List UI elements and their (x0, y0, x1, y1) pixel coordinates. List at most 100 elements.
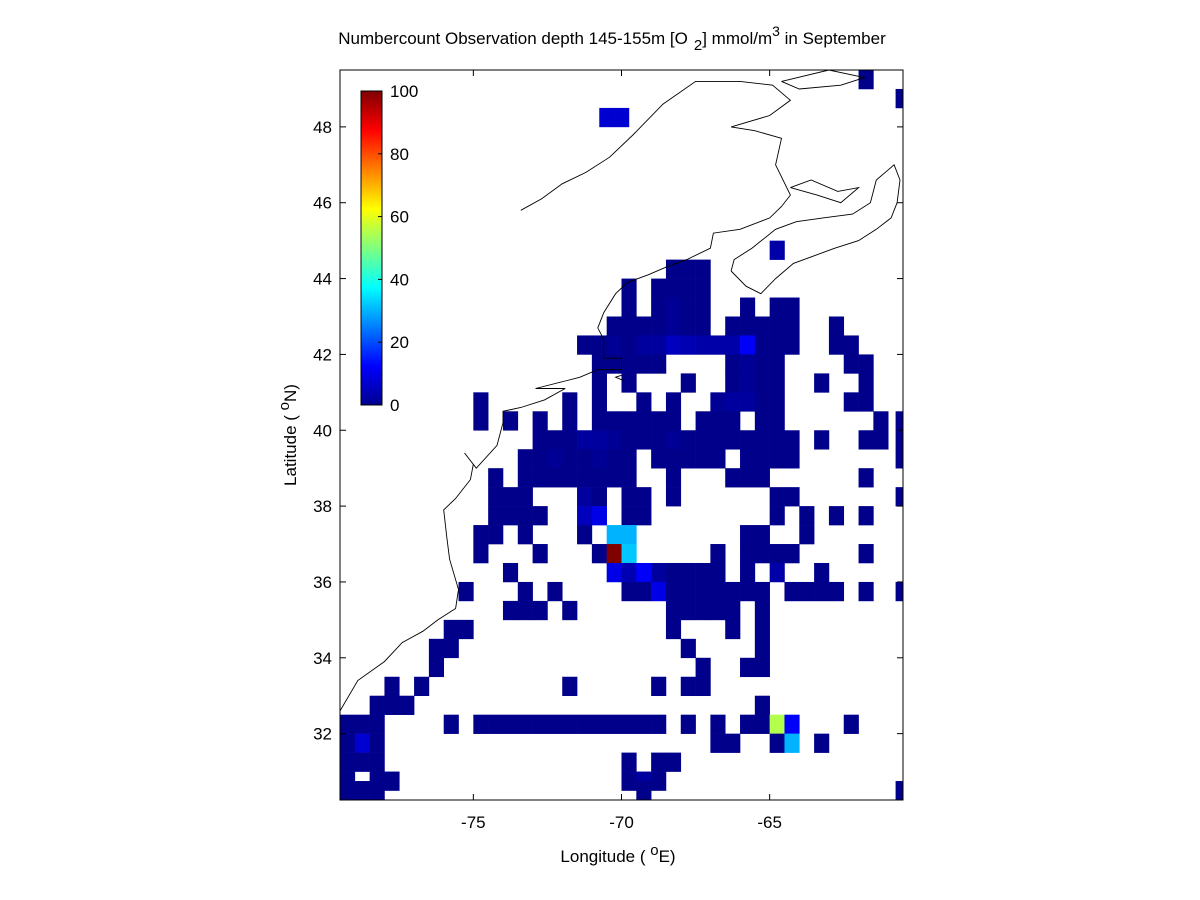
heatmap-cell (695, 430, 711, 450)
y-tick-label: 46 (313, 194, 332, 213)
heatmap-cell (754, 411, 770, 431)
heatmap-cell (843, 335, 859, 355)
heatmap-cell (606, 525, 622, 545)
heatmap-cell (784, 544, 800, 564)
heatmap-cell (473, 411, 489, 431)
heatmap-cell (680, 278, 696, 298)
heatmap-cell (488, 714, 504, 734)
heatmap-cell (665, 411, 682, 431)
heatmap-cell (843, 714, 859, 734)
y-tick-label: 38 (313, 497, 332, 516)
heatmap-cell (858, 354, 874, 374)
x-axis-title-prefix: Longitude ( (560, 847, 650, 866)
heatmap-cell (710, 411, 726, 431)
heatmap-cell (591, 373, 607, 393)
heatmap-cell (710, 581, 726, 602)
heatmap-cell (665, 259, 682, 279)
heatmap-cell (606, 430, 622, 450)
heatmap-cell (606, 354, 622, 374)
heatmap-cell (473, 392, 489, 412)
heatmap-cell (636, 430, 652, 450)
y-tick-label: 34 (313, 649, 332, 668)
heatmap-cell (710, 600, 726, 621)
heatmap-cell (473, 544, 489, 564)
heatmap-cell (651, 335, 667, 355)
heatmap-cell (591, 335, 607, 355)
heatmap-cell (651, 449, 667, 469)
heatmap-cell (710, 714, 726, 734)
heatmap-cell (740, 581, 756, 602)
heatmap-cell (651, 752, 667, 772)
heatmap-cell (680, 581, 696, 602)
heatmap-cell (621, 449, 637, 469)
heatmap-cell (636, 354, 652, 374)
x-axis-title-suffix: E) (659, 847, 676, 866)
heatmap-cell (814, 562, 830, 583)
heatmap-cell (517, 581, 533, 602)
x-axis-title-degree: o (650, 842, 658, 859)
heatmap-cell (740, 373, 756, 393)
heatmap-cell (502, 506, 519, 526)
heatmap-cell (532, 506, 548, 526)
heatmap-cell (754, 695, 770, 715)
heatmap-cell (577, 487, 593, 507)
y-tick-label: 44 (313, 270, 332, 289)
heatmap-cell (665, 619, 682, 640)
heatmap-cell (665, 316, 682, 336)
heatmap-cell (428, 657, 445, 678)
heatmap-cell (532, 600, 548, 621)
heatmap-cell (517, 449, 533, 469)
heatmap-cell (754, 316, 770, 336)
heatmap-cell (577, 335, 593, 355)
heatmap-cell (695, 335, 711, 355)
heatmap-cell (725, 335, 741, 355)
heatmap-cell (740, 657, 756, 678)
heatmap-cell (784, 297, 800, 317)
x-axis-title: Longitude ( oE) (560, 842, 675, 866)
heatmap-cell (784, 335, 800, 355)
heatmap-cell (769, 335, 785, 355)
heatmap-cell (680, 297, 696, 317)
heatmap-cell (354, 733, 370, 753)
heatmap-cell (858, 544, 874, 564)
map-layer (340, 70, 904, 801)
heatmap-cell (725, 581, 741, 602)
heatmap-cell (547, 468, 563, 488)
colorbar-tick-label: 60 (390, 208, 409, 227)
heatmap-cell (740, 335, 756, 355)
heatmap-cell (680, 600, 696, 621)
x-axis: -75 -70 -65 (461, 70, 782, 832)
heatmap-cell (443, 638, 459, 659)
heatmap-cell (710, 335, 726, 355)
heatmap-cell (621, 411, 637, 431)
heatmap-cell (473, 714, 489, 734)
colorbar-gradient (360, 90, 383, 406)
heatmap-cell (769, 392, 785, 412)
heatmap-cell (621, 525, 637, 545)
heatmap-cell (636, 562, 652, 583)
heatmap-cell (725, 316, 741, 336)
heatmap-cell (621, 506, 637, 526)
heatmap-cell (651, 316, 667, 336)
chart-title-unit: ] mmol/m (702, 29, 772, 48)
heatmap-cell (428, 638, 445, 659)
heatmap-cell (843, 392, 859, 412)
heatmap-cell (488, 468, 504, 488)
heatmap-cell (740, 354, 756, 374)
heatmap-cell (754, 619, 770, 640)
heatmap-cell (710, 733, 726, 753)
heatmap-cell (577, 468, 593, 488)
heatmap-cell (562, 449, 578, 469)
heatmap-cell (621, 278, 637, 298)
heatmap-cell (769, 506, 785, 526)
heatmap-cell (754, 392, 770, 412)
heatmap-cell (680, 259, 696, 279)
heatmap-cell (799, 506, 815, 526)
heatmap-cell (621, 487, 637, 507)
chart-title: Numbercount Observation depth 145-155m [… (338, 23, 886, 54)
heatmap-cell (591, 392, 607, 412)
heatmap-cell (621, 430, 637, 450)
x-tick-label: -75 (461, 813, 486, 832)
heatmap-cell (799, 581, 815, 602)
